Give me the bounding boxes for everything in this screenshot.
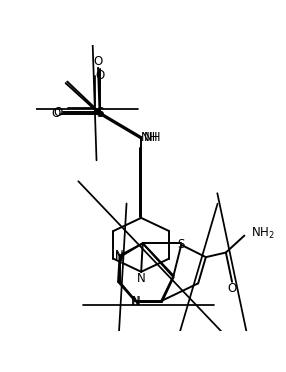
Text: N: N: [115, 249, 124, 262]
Text: O: O: [95, 69, 104, 82]
Text: N: N: [131, 295, 139, 308]
Text: S: S: [178, 238, 185, 251]
Text: O: O: [52, 108, 61, 121]
Text: S: S: [96, 108, 103, 121]
Text: O: O: [227, 282, 237, 295]
Text: NH: NH: [144, 131, 162, 144]
Text: O: O: [94, 55, 103, 68]
Text: S: S: [96, 106, 103, 119]
Text: N: N: [115, 251, 124, 264]
Text: NH: NH: [141, 131, 159, 144]
Text: N: N: [132, 295, 141, 308]
Text: NH$_2$: NH$_2$: [251, 226, 274, 241]
Text: N: N: [137, 272, 146, 285]
Text: O: O: [53, 106, 63, 119]
